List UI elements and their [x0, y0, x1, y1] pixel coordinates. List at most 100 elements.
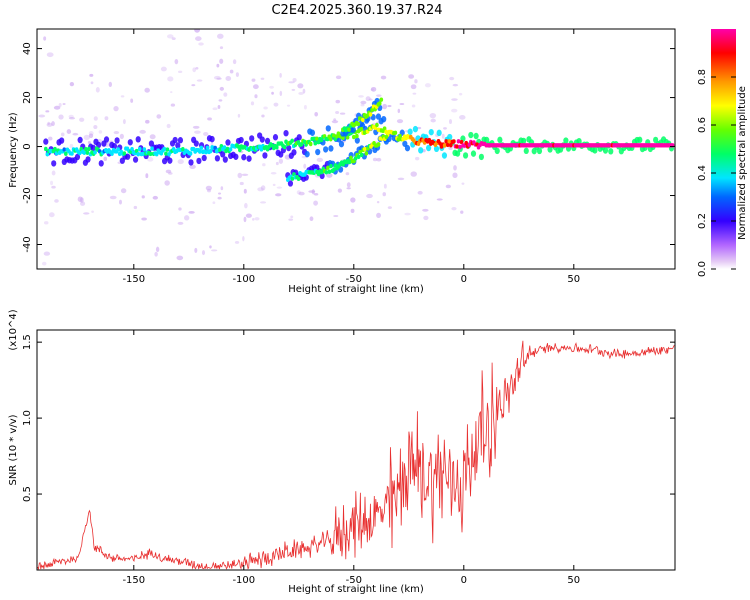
noise-speckle [177, 221, 184, 225]
ridge-core-blob [379, 97, 384, 102]
ridge-halo-blob [238, 136, 244, 144]
ridge-halo-blob [272, 134, 279, 141]
noise-speckle [415, 156, 420, 161]
ridge-halo-blob [470, 150, 477, 157]
ridge-halo-blob [220, 151, 226, 158]
ridge-halo-blob [201, 154, 207, 162]
noise-speckle [261, 114, 265, 118]
ridge-halo-blob [74, 153, 81, 161]
y-tick-label: 20 [22, 91, 33, 104]
ridge-halo-blob [296, 134, 302, 141]
ridge-halo-blob [114, 137, 120, 144]
noise-speckle [252, 218, 255, 221]
colorbar-tick-label: 0.4 [697, 165, 708, 181]
noise-speckle [165, 169, 172, 174]
noise-speckle [288, 81, 295, 84]
ridge-halo-blob [77, 136, 83, 144]
ridge-core-blob [130, 146, 134, 152]
ridge-halo-blob [85, 156, 91, 163]
ridge-halo-blob [222, 156, 228, 163]
noise-speckle [337, 188, 343, 193]
ridge-halo-blob [592, 147, 598, 154]
noise-speckle [459, 92, 463, 96]
ridge-core-blob [452, 139, 456, 144]
ridge-core-blob [445, 142, 450, 148]
noise-speckle [174, 59, 179, 65]
ridge-halo-blob [259, 136, 265, 143]
ridge-core-blob [199, 145, 204, 150]
noise-speckle [205, 185, 212, 191]
noise-speckle [260, 77, 265, 80]
ridge-halo-blob [436, 129, 442, 137]
noise-speckle [445, 184, 452, 189]
noise-speckle [83, 212, 90, 215]
ridge-halo-blob [96, 141, 102, 149]
ridge-core-blob [208, 148, 213, 154]
noise-speckle [69, 81, 75, 87]
noise-speckle [449, 76, 455, 81]
noise-speckle [303, 163, 307, 169]
ridge-halo-blob [547, 146, 553, 153]
ridge-halo-blob [381, 115, 387, 123]
ridge-halo-blob [563, 137, 569, 144]
spectrogram-x-label: Height of straight line (km) [288, 284, 424, 295]
noise-speckle [192, 67, 197, 73]
ridge-halo-blob [363, 117, 370, 124]
y-tick-label: -20 [22, 187, 33, 203]
noise-speckle [93, 124, 98, 130]
spectrogram-data [38, 29, 675, 266]
snr-y-label: SNR (10 * v/v) [8, 414, 19, 485]
noise-speckle [262, 163, 266, 167]
ridge-core-blob [458, 144, 462, 150]
noise-speckle [43, 251, 51, 256]
noise-speckle [130, 98, 134, 103]
noise-speckle [387, 104, 392, 108]
noise-speckle [408, 74, 415, 79]
noise-speckle [225, 76, 232, 81]
noise-speckle [360, 100, 367, 105]
noise-speckle [376, 157, 382, 162]
noise-speckle [358, 95, 364, 98]
noise-speckle [219, 58, 224, 64]
noise-speckle [331, 120, 339, 124]
ridge-core-blob [356, 154, 361, 160]
ridge-halo-blob [233, 153, 239, 160]
ridge-core-blob [313, 141, 318, 146]
noise-speckle [424, 83, 431, 88]
noise-speckle [451, 98, 458, 101]
ridge-core-blob [368, 112, 373, 117]
noise-speckle [219, 46, 224, 50]
noise-speckle [87, 140, 91, 145]
x-tick-label: -50 [346, 575, 362, 586]
noise-speckle [145, 119, 150, 124]
ridge-core-blob [164, 151, 168, 156]
chart-title: C2E4.2025.360.19.37.R24 [271, 3, 442, 18]
noise-speckle [275, 193, 282, 197]
colorbar-label: Normalized spectral amplitude [737, 86, 748, 240]
noise-speckle [272, 183, 276, 187]
noise-speckle [217, 192, 222, 195]
noise-speckle [69, 143, 74, 149]
noise-speckle [333, 118, 337, 121]
ridge-core-blob [455, 144, 459, 149]
noise-speckle [414, 79, 418, 84]
ridge-core-blob [353, 156, 358, 161]
noise-speckle [195, 66, 199, 70]
noise-speckle [460, 210, 464, 214]
ridge-halo-blob [407, 128, 413, 135]
noise-speckle [194, 130, 201, 134]
noise-speckle [275, 161, 279, 166]
noise-speckle [242, 236, 245, 242]
ridge-halo-blob [328, 145, 334, 152]
ridge-core-blob [464, 140, 469, 146]
noise-speckle [119, 199, 122, 205]
noise-speckle [164, 180, 170, 186]
colorbar-ticks: 0.0 0.2 0.4 0.6 0.8 [697, 69, 736, 277]
spectrogram-y-label: Frequency (Hz) [8, 112, 19, 188]
ridge-core-blob [384, 134, 389, 140]
noise-speckle [206, 188, 212, 193]
y-tick-label: 0 [22, 143, 33, 149]
noise-speckle [244, 202, 248, 209]
ridge-halo-blob [494, 147, 500, 155]
